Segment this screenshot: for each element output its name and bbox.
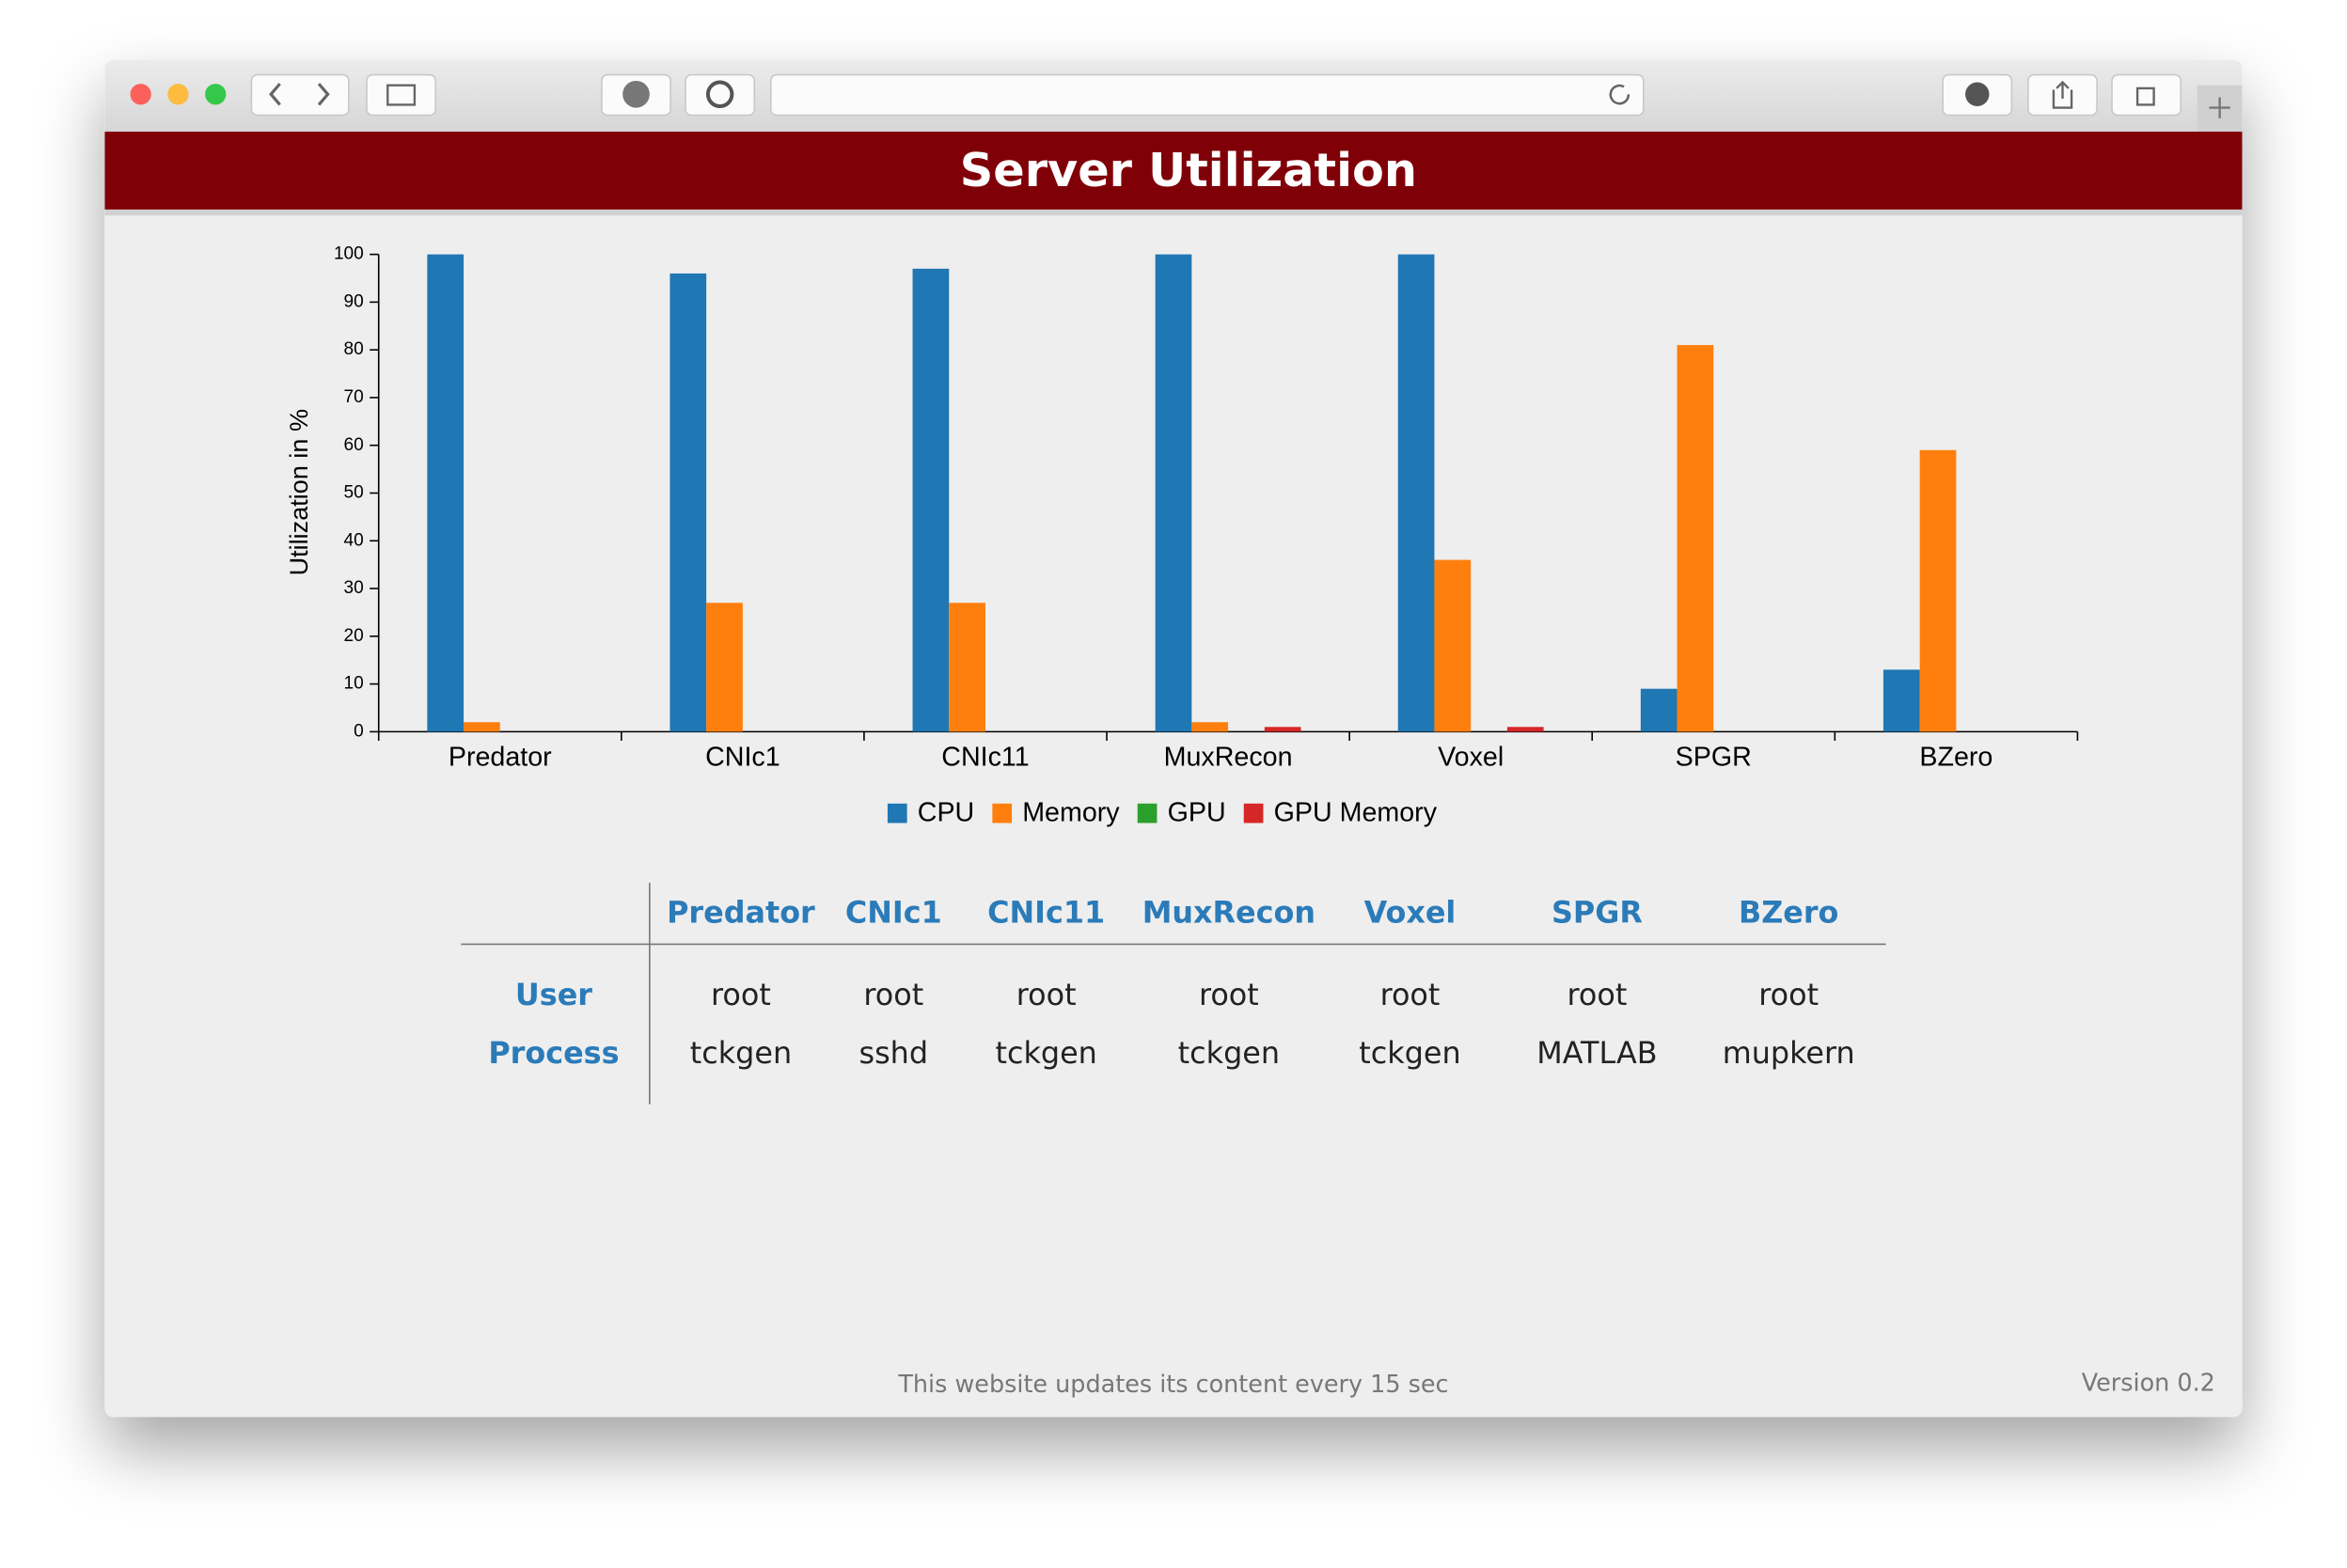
reload-icon[interactable] xyxy=(1609,84,1630,105)
sidebar-button[interactable] xyxy=(366,73,437,117)
bar xyxy=(1640,688,1678,732)
abp-icon xyxy=(622,80,650,108)
legend-swatch xyxy=(1243,803,1264,823)
address-bar[interactable] xyxy=(769,73,1645,117)
legend-label: GPU xyxy=(1168,798,1226,828)
y-tick-label: 40 xyxy=(344,530,364,550)
row-header: Process xyxy=(488,1035,619,1071)
table-cell: tckgen xyxy=(995,1035,1096,1071)
x-tick-label: CNIc1 xyxy=(705,743,780,773)
table-cell: root xyxy=(1567,977,1628,1012)
header-bar xyxy=(104,132,2243,210)
share-icon xyxy=(2052,80,2073,109)
bar xyxy=(1882,669,1920,732)
page-title: Server Utilization xyxy=(960,143,1417,197)
row-header: User xyxy=(515,977,592,1012)
bar xyxy=(427,254,465,732)
bar xyxy=(912,268,950,732)
table-cell: sshd xyxy=(859,1035,929,1071)
column-header: BZero xyxy=(1739,895,1839,931)
tabs-icon xyxy=(2135,86,2155,106)
legend-swatch xyxy=(887,803,907,823)
x-tick-label: Predator xyxy=(449,743,552,773)
table-cell: tckgen xyxy=(690,1035,792,1071)
legend-label: GPU Memory xyxy=(1274,798,1438,828)
column-header: MuxRecon xyxy=(1142,895,1315,931)
password-icon xyxy=(705,80,734,109)
bar xyxy=(1919,449,1957,732)
x-tick-label: CNIc11 xyxy=(941,743,1029,773)
y-tick-label: 60 xyxy=(344,435,364,455)
legend-swatch xyxy=(992,803,1013,823)
legend-swatch xyxy=(1137,803,1158,823)
column-header: CNIc1 xyxy=(845,895,942,931)
zoom-button[interactable] xyxy=(205,84,227,105)
bar xyxy=(1191,722,1229,732)
legend-label: Memory xyxy=(1022,798,1120,828)
x-tick-label: MuxRecon xyxy=(1164,743,1293,773)
minimize-button[interactable] xyxy=(167,84,189,105)
plus-icon xyxy=(2209,97,2230,118)
bar xyxy=(1677,345,1714,732)
table-cell: root xyxy=(711,977,771,1012)
column-header: Voxel xyxy=(1364,895,1457,931)
header-shadow xyxy=(104,209,2243,216)
x-tick-label: Voxel xyxy=(1438,743,1504,773)
y-tick-label: 80 xyxy=(344,339,364,359)
bar xyxy=(1264,727,1301,732)
tabs-button[interactable] xyxy=(2111,73,2182,117)
column-header: SPGR xyxy=(1552,895,1643,931)
column-header: Predator xyxy=(667,895,815,931)
bar xyxy=(706,603,743,732)
update-note: This website updates its content every 1… xyxy=(897,1371,1448,1399)
table-cell: root xyxy=(1380,977,1441,1012)
nav-buttons[interactable] xyxy=(250,73,350,117)
table-cell: MATLAB xyxy=(1536,1035,1657,1071)
bar xyxy=(464,722,500,732)
password-button[interactable] xyxy=(685,73,756,117)
y-tick-label: 10 xyxy=(344,674,364,694)
bar xyxy=(949,603,985,732)
y-tick-label: 90 xyxy=(344,291,364,311)
table-cell: tckgen xyxy=(1178,1035,1280,1071)
table-cell: mupkern xyxy=(1723,1035,1855,1071)
y-tick-label: 30 xyxy=(344,578,364,598)
downloads-icon xyxy=(1965,82,1990,107)
legend-label: CPU xyxy=(918,798,974,828)
column-header: CNIc11 xyxy=(987,895,1105,931)
bar xyxy=(669,273,707,732)
y-tick-label: 70 xyxy=(344,387,364,407)
y-tick-label: 100 xyxy=(334,244,364,264)
bar xyxy=(1434,559,1472,732)
close-button[interactable] xyxy=(130,84,151,105)
table-cell: root xyxy=(1016,977,1077,1012)
nav-arrows xyxy=(269,83,330,106)
version: Version 0.2 xyxy=(2082,1369,2215,1397)
y-axis-title: Utilization in % xyxy=(285,409,313,575)
y-tick-label: 20 xyxy=(344,626,364,646)
x-tick-label: BZero xyxy=(1919,743,1993,773)
table-cell: root xyxy=(863,977,923,1012)
bar xyxy=(1155,254,1192,732)
table-cell: tckgen xyxy=(1359,1035,1460,1071)
bar xyxy=(1397,254,1435,732)
table-cell: root xyxy=(1758,977,1819,1012)
x-tick-label: SPGR xyxy=(1676,743,1752,773)
y-tick-label: 0 xyxy=(354,721,364,741)
table-cell: root xyxy=(1199,977,1259,1012)
sidebar-icon xyxy=(386,84,417,106)
bar xyxy=(1506,727,1544,732)
y-tick-label: 50 xyxy=(344,483,364,503)
